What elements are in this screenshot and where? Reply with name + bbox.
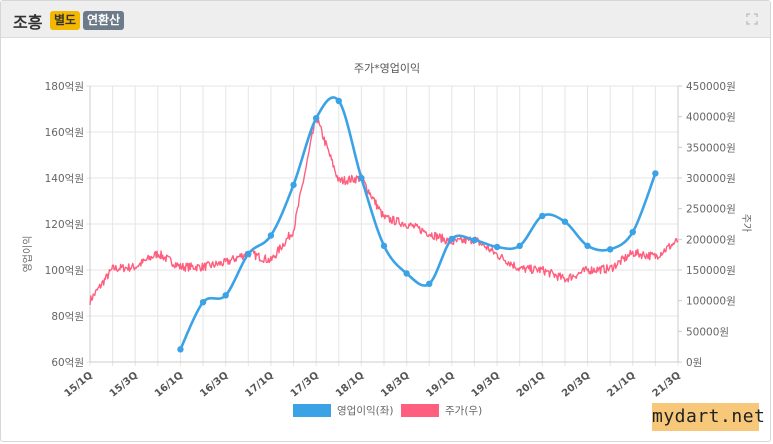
annualized-badge-button[interactable]: 연환산 [83, 11, 125, 30]
profit-point [222, 292, 229, 299]
x-tick-label: 20/1Q [515, 370, 547, 400]
profit-line [179, 96, 657, 350]
profit-point [539, 212, 546, 220]
right-tick-label: 50000원 [686, 326, 729, 338]
right-tick-label: 350000원 [686, 142, 736, 154]
right-axis-label: 주가 [740, 214, 752, 232]
x-tick-label: 16/1Q [153, 370, 185, 400]
legend-price-label[interactable]: 주가(우) [445, 405, 482, 417]
watermark: mydart.net [652, 403, 765, 431]
x-tick-label: 18/1Q [334, 370, 366, 400]
right-tick-label: 200000원 [686, 234, 736, 246]
separate-badge-button[interactable]: 별도 [50, 11, 81, 30]
profit-point [403, 270, 410, 277]
profit-point [652, 170, 659, 177]
x-tick-label: 17/1Q [243, 370, 275, 400]
profit-point [561, 218, 569, 225]
x-tick-label: 19/1Q [424, 370, 456, 400]
profit-series [177, 96, 659, 353]
legend-profit-swatch[interactable] [293, 404, 331, 417]
chart-title: 주가*영업이익 [354, 62, 420, 75]
x-tick-label: 16/3Q [198, 370, 230, 400]
left-tick-label: 120억원 [45, 219, 84, 231]
x-tick-label: 18/3Q [379, 370, 411, 400]
right-tick-label: 400000원 [686, 112, 736, 124]
price-series [89, 115, 679, 306]
profit-point [584, 242, 591, 250]
left-tick-label: 140억원 [45, 173, 84, 185]
profit-point [380, 242, 388, 250]
x-tick-label: 17/3Q [289, 370, 321, 400]
legend-profit-label[interactable]: 영업이익(좌) [337, 404, 394, 417]
profit-point [290, 181, 297, 189]
right-tick-label: 0원 [686, 357, 702, 369]
right-tick-label: 150000원 [686, 265, 736, 277]
profit-point [606, 246, 614, 253]
chart-grid [86, 85, 679, 366]
profit-point [312, 115, 320, 122]
right-tick-label: 450000원 [686, 81, 736, 93]
x-tick-label: 19/3Q [470, 370, 502, 400]
left-tick-label: 160억원 [45, 127, 84, 139]
company-name: 조흥 [13, 13, 43, 32]
profit-point [516, 242, 523, 250]
chart-legend: 영업이익(좌) 주가(우) [293, 404, 482, 417]
profit-point [335, 97, 342, 105]
profit-point [245, 250, 252, 258]
profit-point [177, 346, 184, 353]
left-tick-label: 100억원 [45, 265, 84, 277]
price-line [89, 115, 679, 306]
x-tick-label: 21/1Q [605, 370, 637, 400]
left-tick-label: 180억원 [45, 81, 84, 93]
profit-point [199, 299, 207, 306]
profit-point [448, 235, 456, 243]
right-tick-label: 250000원 [686, 204, 736, 216]
profit-point [471, 236, 478, 244]
card-header: 조흥 별도 연환산 [1, 1, 770, 38]
right-tick-label: 300000원 [686, 173, 736, 185]
profit-point [629, 228, 636, 236]
profit-point [426, 280, 433, 287]
legend-price-swatch[interactable] [401, 404, 439, 417]
profit-point [493, 243, 501, 251]
profit-point [267, 232, 275, 239]
left-tick-label: 80억원 [51, 311, 84, 323]
x-tick-label: 15/1Q [63, 370, 95, 400]
profit-point [358, 174, 365, 182]
chart-axes: 15/1Q 15/3Q 16/1Q 16/3Q 17/1Q 17/3Q 18/1Q 18/3Q… [45, 81, 736, 400]
combo-line-chart: 15/1Q 15/3Q 16/1Q 16/3Q 17/1Q 17/3Q 18/1Q 18/3Q… [21, 62, 752, 417]
x-tick-label: 15/3Q [108, 370, 140, 400]
left-axis-label: 영업이익 [21, 236, 34, 273]
right-tick-label: 100000원 [686, 296, 736, 308]
x-tick-label: 21/3Q [651, 370, 683, 400]
expand-icon[interactable] [746, 13, 758, 25]
left-tick-label: 60억원 [51, 357, 84, 369]
x-tick-label: 20/3Q [560, 370, 592, 400]
